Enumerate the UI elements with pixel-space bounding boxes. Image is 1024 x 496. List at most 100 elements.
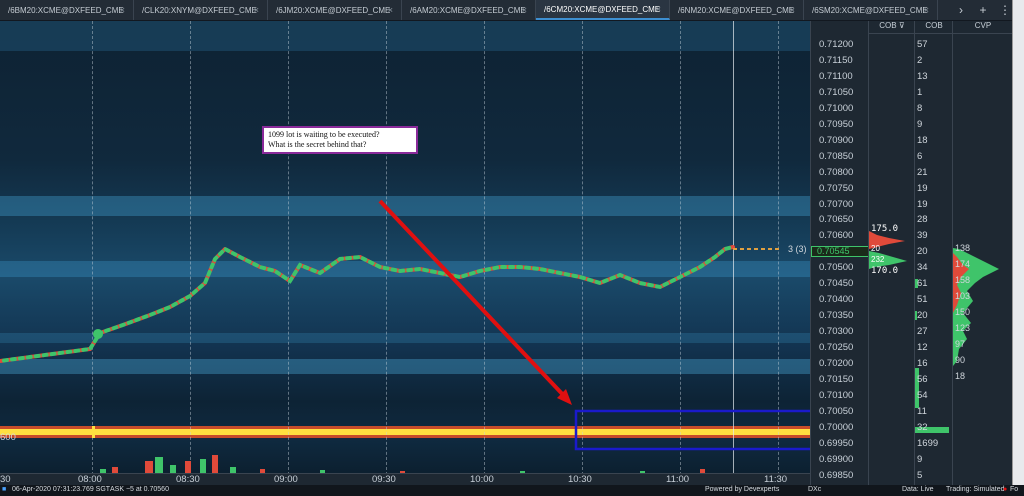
cob-size-value: 6 — [917, 150, 923, 162]
annotation-line-1: 1099 lot is waiting to be executed? — [268, 130, 380, 139]
cob-upper-label: 175.0 — [871, 224, 899, 234]
tab-6cm20-xcme-dxfeed-cme[interactable]: /6CM20:XCME@DXFEED_CME × — [536, 0, 670, 20]
price-tick-label: 0.70700 — [819, 198, 854, 210]
heatmap-chart[interactable]: 600 3 (3) 1099 lot is waiting to be exec… — [0, 21, 810, 485]
tab-label: /6AM20:XCME@DXFEED_CME — [410, 5, 526, 15]
add-tab-button[interactable]: + — [979, 3, 987, 17]
close-tab-icon[interactable]: × — [655, 4, 661, 14]
status-bar: ■ 06-Apr-2020 07:31:23.769 SGT ASK −5 at… — [0, 485, 1024, 496]
status-ask: ASK −5 at 0.70560 — [110, 486, 169, 493]
price-tick-label: 0.71150 — [819, 54, 853, 66]
filter-icon[interactable]: ⊽ — [898, 21, 905, 30]
status-datetime: 06-Apr-2020 07:31:23.769 SGT — [12, 486, 111, 493]
right-toolbar[interactable] — [1012, 0, 1024, 486]
price-tick-label: 0.70250 — [819, 342, 854, 354]
price-tick-label: 0.71200 — [819, 39, 854, 50]
cvp-value: 18 — [955, 371, 966, 381]
price-tick-label: 0.70800 — [819, 166, 854, 178]
tab-6bm20-xcme-dxfeed-cme[interactable]: /6BM20:XCME@DXFEED_CME × — [0, 0, 134, 20]
price-tick-label: 0.70650 — [819, 214, 854, 226]
cob-size-value: 57 — [917, 39, 928, 50]
level-size-label: 600 — [0, 432, 16, 443]
cob-size-value: 54 — [917, 389, 928, 401]
cob-size-value: 27 — [917, 326, 928, 338]
logo-icon: ■ — [2, 486, 7, 493]
annotation-arrow — [378, 199, 569, 401]
cvp-value: 174 — [955, 259, 971, 269]
price-tick-label: 0.70500 — [819, 262, 854, 274]
cvp-header[interactable]: CVP — [953, 21, 1013, 34]
cob-size-value: 19 — [917, 182, 928, 194]
time-tick-label: 10:00 — [470, 474, 494, 485]
status-dxc: DXc — [808, 486, 822, 493]
close-tab-icon[interactable]: × — [521, 5, 527, 15]
price-tick-label: 0.70100 — [819, 389, 854, 401]
time-tick-label: 08:30 — [176, 474, 200, 485]
tab-6jm20-xcme-dxfeed-cme[interactable]: /6JM20:XCME@DXFEED_CME × — [268, 0, 402, 20]
annotation-note[interactable]: 1099 lot is waiting to be executed? What… — [262, 126, 418, 154]
tab-menu-button[interactable]: ⋮ — [999, 3, 1011, 17]
cob-lower-label: 170.0 — [871, 266, 899, 276]
time-tick-label: 11:00 — [666, 474, 690, 485]
price-tick-label: 0.69900 — [819, 453, 854, 465]
gridline — [484, 21, 485, 485]
tab-6sm20-xcme-dxfeed-cme[interactable]: /6SM20:XCME@DXFEED_CME × — [804, 0, 938, 20]
cob-filter-header[interactable]: COB ⊽ — [869, 21, 915, 34]
cob-size-value: 39 — [917, 230, 928, 242]
price-tick-label: 0.71000 — [819, 102, 854, 114]
cob-size-value: 19 — [917, 198, 928, 210]
chart-overlay — [0, 199, 810, 477]
time-label-partial: 30 — [0, 474, 11, 485]
cob-size-value: 9 — [917, 118, 923, 130]
close-tab-icon[interactable]: × — [119, 5, 125, 15]
status-powered: Powered by Devexperts — [705, 486, 780, 493]
cob-size-value: 1699 — [917, 437, 939, 449]
status-fo: Fo — [1010, 486, 1019, 493]
cvp-value: 97 — [955, 339, 966, 349]
close-tab-icon[interactable]: × — [789, 5, 795, 15]
cob-size-value: 9 — [917, 453, 923, 465]
close-tab-icon[interactable]: × — [253, 5, 259, 15]
price-axis[interactable]: 0.71200 0.71150 0.71100 0.71050 0.71000 0.709… — [810, 21, 869, 485]
price-tick-label: 0.70300 — [819, 326, 854, 338]
price-tick-label: 0.70050 — [819, 405, 854, 417]
time-tick-label: 09:00 — [274, 474, 298, 485]
cob-size-value: 56 — [917, 373, 928, 385]
price-trace — [0, 245, 735, 363]
cob-size-value: 28 — [917, 214, 928, 226]
price-tick-label: 0.70900 — [819, 134, 854, 146]
cob-size-value: 20 — [917, 246, 928, 258]
cob-size-value: 20 — [917, 310, 928, 322]
price-tick-label: 0.71050 — [819, 86, 854, 98]
cvp-value: 138 — [955, 243, 971, 253]
cob-size-value: 1 — [917, 86, 923, 98]
cob-header[interactable]: COB — [915, 21, 953, 34]
tab-label: /6NM20:XCME@DXFEED_CME — [678, 5, 795, 15]
tab-label: /6JM20:XCME@DXFEED_CME — [276, 5, 391, 15]
gridline — [582, 21, 583, 485]
close-tab-icon[interactable]: × — [923, 5, 929, 15]
cvp-value: 90 — [955, 355, 966, 365]
price-tick-label: 0.70600 — [819, 230, 854, 242]
next-tab-button[interactable]: › — [959, 3, 963, 17]
time-axis[interactable]: 30 08:00 08:30 09:00 09:30 10:00 10:30 11:00 11… — [0, 473, 810, 486]
cob-column: COB 57 2 13 1 8 9 18 6 21 19 19 28 39 20 34 61 51 20 27 12 1… — [914, 21, 953, 485]
current-time-line — [733, 21, 734, 485]
cob-mid-a: 20 — [871, 244, 880, 253]
tab-6nm20-xcme-dxfeed-cme[interactable]: /6NM20:XCME@DXFEED_CME × — [670, 0, 804, 20]
cvp-column: CVP 138 174 158 103 150 123 97 90 18 — [952, 21, 1013, 485]
tab-label: /6SM20:XCME@DXFEED_CME — [812, 5, 928, 15]
tab-6am20-xcme-dxfeed-cme[interactable]: /6AM20:XCME@DXFEED_CME × — [402, 0, 536, 20]
price-tick-label: 0.70400 — [819, 294, 854, 306]
price-tick-label: 0.71100 — [819, 70, 853, 82]
time-tick-label: 08:00 — [78, 474, 102, 485]
gridline — [778, 21, 779, 485]
highlight-box — [574, 409, 810, 451]
cob-size-value: 12 — [917, 342, 928, 354]
tab-clk20-xnym-dxfeed-cme[interactable]: /CLK20:XNYM@DXFEED_CME × — [134, 0, 268, 20]
close-tab-icon[interactable]: × — [387, 5, 393, 15]
cob-size-bars — [915, 279, 949, 433]
cvp-value: 158 — [955, 275, 971, 285]
time-tick-label: 10:30 — [568, 474, 592, 485]
cob-size-value: 18 — [917, 134, 928, 146]
